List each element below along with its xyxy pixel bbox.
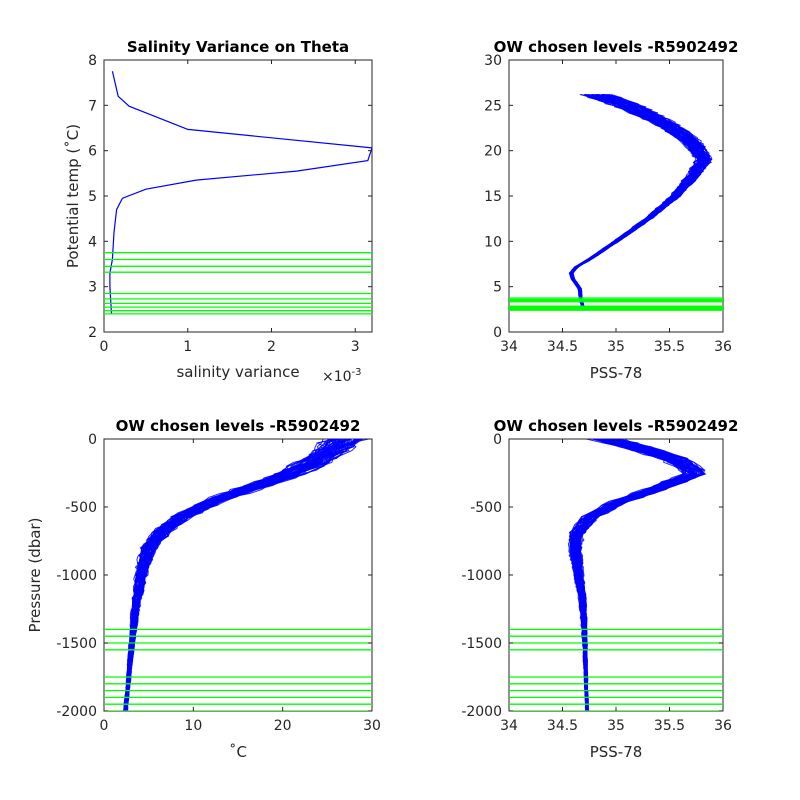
chart-title: OW chosen levels -R5902492 (494, 417, 739, 435)
x-tick-label: 35 (607, 339, 625, 355)
series-line (109, 71, 372, 314)
x-axis-label: PSS-78 (590, 364, 643, 382)
y-tick-label: 5 (88, 189, 97, 205)
y-tick-label: 15 (484, 189, 502, 205)
y-tick-label: 10 (484, 234, 502, 250)
chart-title: Salinity Variance on Theta (127, 38, 349, 56)
profile-line (577, 439, 706, 711)
profile-line (569, 94, 703, 311)
x-tick-label: 34 (500, 718, 518, 734)
y-tick-label: 30 (484, 53, 502, 69)
chart-title: OW chosen levels -R5902492 (494, 38, 739, 56)
y-tick-label: 0 (493, 325, 502, 341)
plot-area (509, 94, 723, 311)
plot-area (509, 439, 723, 711)
x-tick-label: 1 (183, 339, 192, 355)
x-tick-label: 36 (714, 718, 732, 734)
y-axis-label: Potential temp (˚C) (64, 124, 82, 268)
x-exponent-power: -3 (352, 367, 362, 378)
plot-frame (103, 59, 373, 333)
y-tick-label: 0 (88, 432, 97, 448)
y-tick-label: -1000 (461, 568, 502, 584)
y-tick-label: 0 (493, 432, 502, 448)
profile-line (125, 439, 351, 711)
x-tick-label: 34.5 (547, 718, 578, 734)
y-tick-label: 6 (88, 144, 97, 160)
x-tick-label: 0 (100, 718, 109, 734)
y-tick-label: -2000 (56, 704, 97, 720)
x-exponent-label: ×10-3 (322, 367, 362, 385)
plot-frame (103, 438, 373, 712)
x-tick-label: 3 (351, 339, 360, 355)
profile-line (571, 94, 713, 311)
y-tick-label: 20 (484, 144, 502, 160)
x-axis-label: salinity variance (176, 363, 299, 381)
x-tick-label: 10 (184, 718, 202, 734)
y-tick-label: -500 (470, 500, 502, 516)
y-tick-label: 5 (493, 280, 502, 296)
chart-title: OW chosen levels -R5902492 (116, 417, 361, 435)
x-axis-label: ˚C (229, 743, 247, 761)
x-tick-label: 30 (363, 718, 381, 734)
plot-area (104, 71, 372, 315)
panel-1: 0 1 2 3 2 3 4 5 6 7 8 Salinity Variance on Theta sal… (64, 38, 373, 385)
y-tick-label: -1500 (56, 636, 97, 652)
y-tick-label: 7 (88, 98, 97, 114)
profile-line (123, 439, 324, 711)
profile-line (126, 439, 361, 711)
y-tick-label: 8 (88, 53, 97, 69)
x-tick-label: 35.5 (654, 718, 685, 734)
x-axis-label: PSS-78 (590, 743, 643, 761)
y-tick-label: 3 (88, 280, 97, 296)
x-tick-label: 35 (607, 718, 625, 734)
x-tick-label: 2 (267, 339, 276, 355)
y-tick-label: 2 (88, 325, 97, 341)
x-tick-label: 0 (100, 339, 109, 355)
y-tick-label: -500 (65, 500, 97, 516)
x-tick-label: 35.5 (654, 339, 685, 355)
y-tick-label: -2000 (461, 704, 502, 720)
y-axis-label: Pressure (dbar) (26, 518, 44, 633)
plot-area (104, 439, 372, 711)
x-tick-label: 36 (714, 339, 732, 355)
plot-frame (508, 438, 724, 712)
x-tick-label: 34.5 (547, 339, 578, 355)
panel-4: 34 34.5 35 35.5 36 -2000 -1500 -1000 -500 0OW cho… (461, 417, 738, 761)
y-tick-label: -1000 (56, 568, 97, 584)
y-tick-label: 4 (88, 234, 97, 250)
profile-line (574, 439, 694, 711)
profile-line (124, 439, 337, 711)
y-tick-label: 25 (484, 98, 502, 114)
x-tick-label: 34 (500, 339, 518, 355)
profile-line (571, 94, 709, 311)
x-tick-label: 20 (274, 718, 292, 734)
panel-3: 0 10 20 30 -2000 -1500 -1000 -500 0 OW chosen lev… (26, 417, 381, 761)
y-tick-label: -1500 (461, 636, 502, 652)
